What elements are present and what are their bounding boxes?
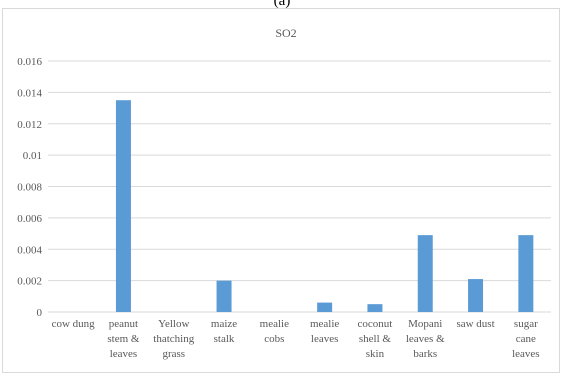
bar: [518, 235, 534, 312]
y-tick-label: 0.01: [23, 150, 42, 162]
x-tick-label-line: Mopani: [408, 318, 442, 330]
x-tick-label: Yellow thatching grass: [153, 318, 194, 360]
x-tick-label-line: leaves: [110, 348, 137, 360]
x-tick-label-line: stalk: [214, 333, 235, 345]
x-tick-label-line: cobs: [264, 333, 284, 345]
y-tick-label: 0.008: [17, 182, 42, 194]
x-tick-label-line: coconut: [358, 318, 393, 330]
chart-title: SO2: [275, 26, 296, 40]
x-tick-label: mealie leaves: [310, 318, 339, 345]
x-tick-label-line: mealie: [260, 318, 289, 330]
gridlines: [48, 60, 551, 313]
x-tick-label-line: leaves &: [406, 333, 445, 345]
x-tick-label: sugar cane leaves: [512, 318, 539, 360]
x-tick-label-line: saw dust: [456, 318, 494, 330]
x-tick-label-line: peanut: [109, 318, 138, 330]
x-tick-label-line: shell &: [359, 333, 392, 345]
y-tick-label: 0.002: [17, 276, 42, 288]
x-tick-label-line: skin: [366, 348, 385, 360]
x-tick-label-line: cane: [516, 333, 536, 345]
x-tick-label-line: grass: [162, 348, 185, 360]
y-tick-label: 0.004: [17, 244, 42, 256]
x-tick-label: peanut stem & leaves: [107, 318, 140, 360]
y-tick-label: 0.012: [17, 119, 42, 131]
bar: [417, 235, 433, 312]
y-tick-label: 0.014: [17, 87, 42, 99]
y-tick-label: 0.006: [17, 213, 42, 225]
x-tick-label: coconut shell & skin: [358, 318, 393, 360]
x-tick-label: Mopani leaves & barks: [406, 318, 445, 360]
so2-bar-chart: SO2 00.0020.0040.0060.0080.010.0120.0140…: [17, 26, 551, 360]
chart-frame: SO2 0 0.002 0.004 0.006 0.008 0.01 0.012 0.014 0…: [2, 8, 560, 373]
x-tick-label: cow dung: [52, 318, 96, 330]
x-tick-label-line: mealie: [310, 318, 339, 330]
bar: [115, 100, 131, 312]
y-tick-label: 0.016: [17, 56, 42, 68]
x-tick-label-line: leaves: [311, 333, 338, 345]
x-tick-label-line: barks: [413, 348, 437, 360]
x-tick-label-line: stem &: [107, 333, 140, 345]
bar: [367, 304, 383, 312]
x-tick-label-line: Yellow: [158, 318, 189, 330]
x-tick-label: saw dust: [456, 318, 494, 330]
x-tick-label-line: leaves: [512, 348, 539, 360]
bar: [317, 302, 333, 312]
y-tick-label: 0: [37, 307, 43, 319]
x-tick-label-line: cow dung: [52, 318, 96, 330]
x-tick-label-line: thatching: [153, 333, 194, 345]
bar: [216, 280, 232, 312]
x-tick-label: maize stalk: [211, 318, 237, 345]
x-tick-label-line: maize: [211, 318, 237, 330]
bar: [468, 279, 484, 312]
x-tick-label: mealie cobs: [260, 318, 289, 345]
bars: [115, 100, 534, 312]
y-axis: 0 0.002 0.004 0.006 0.008 0.01 0.012 0.014 0.016: [17, 56, 42, 319]
x-tick-label-line: sugar: [514, 318, 538, 330]
figure-caption: (a): [273, 0, 291, 9]
x-axis: cow dung peanut stem & leaves Yellow thatchin…: [52, 318, 540, 360]
